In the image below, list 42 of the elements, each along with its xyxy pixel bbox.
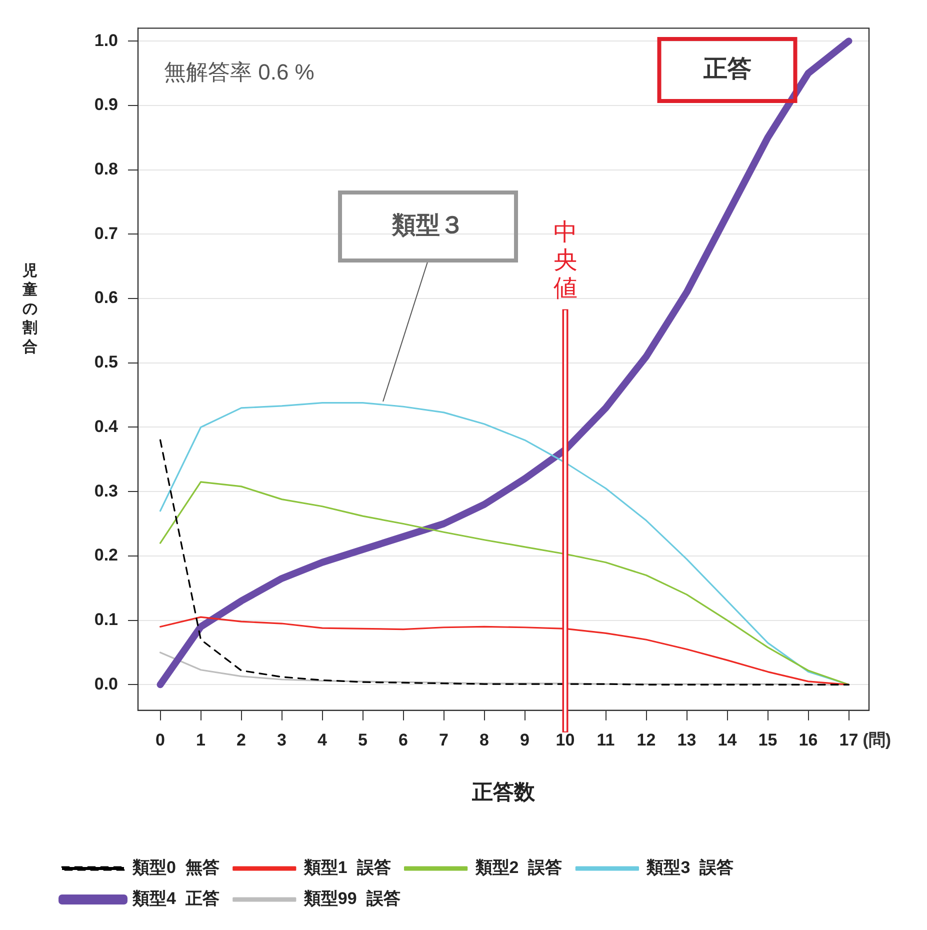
legend-label: 類型3 誤答 — [646, 858, 734, 878]
x-tick-label: 6 — [398, 730, 408, 750]
y-tick-label: 0.4 — [94, 416, 119, 436]
legend-label: 類型0 無答 — [132, 858, 220, 878]
x-tick-label: 7 — [439, 730, 448, 750]
text: (問) — [862, 730, 892, 750]
x-tick-label: 12 — [636, 730, 656, 750]
legend-label: 類型4 正答 — [132, 889, 220, 908]
y-tick-label: 0.6 — [94, 288, 118, 308]
x-tick-label: 8 — [480, 730, 489, 750]
y-tick-label: 0.9 — [94, 95, 118, 114]
legend-label: 類型2 誤答 — [474, 858, 562, 878]
y-tick-label: 0.1 — [94, 610, 118, 629]
x-tick-label: 17 — [839, 730, 858, 750]
x-tick-label: 5 — [358, 730, 368, 750]
x-axis-title: 正答数 — [471, 781, 536, 804]
y-tick-label: 0.7 — [94, 224, 118, 243]
y-tick-label: 0.0 — [94, 674, 118, 694]
x-tick-label: 14 — [718, 730, 738, 750]
x-tick-label: 4 — [318, 730, 328, 750]
y-tick-label: 0.2 — [94, 546, 118, 565]
y-tick-label: 0.5 — [94, 352, 118, 372]
ref-line-label: 中央値 — [553, 218, 578, 302]
x-tick-label: 3 — [277, 730, 287, 750]
annotation: 正答 — [702, 56, 752, 83]
annotation: 無解答率 0.6 % — [164, 59, 314, 84]
x-tick-label: 13 — [677, 730, 696, 750]
y-tick-label: 1.0 — [94, 30, 118, 50]
x-tick-label: 2 — [236, 730, 246, 750]
x-tick-label: 1 — [196, 730, 206, 750]
x-tick-label: 10 — [556, 730, 575, 750]
legend-label: 類型99 誤答 — [302, 889, 400, 908]
annotation: 類型３ — [391, 212, 464, 240]
y-axis-title: 児童の割合 — [22, 262, 38, 356]
x-tick-label: 0 — [156, 730, 166, 750]
y-tick-label: 0.8 — [94, 159, 118, 178]
legend-label: 類型1 誤答 — [302, 858, 391, 878]
y-tick-label: 0.3 — [94, 481, 118, 500]
x-tick-label: 11 — [596, 730, 615, 750]
x-tick-label: 15 — [758, 730, 778, 750]
x-tick-label: 9 — [520, 730, 530, 750]
x-tick-label: 16 — [798, 730, 818, 750]
